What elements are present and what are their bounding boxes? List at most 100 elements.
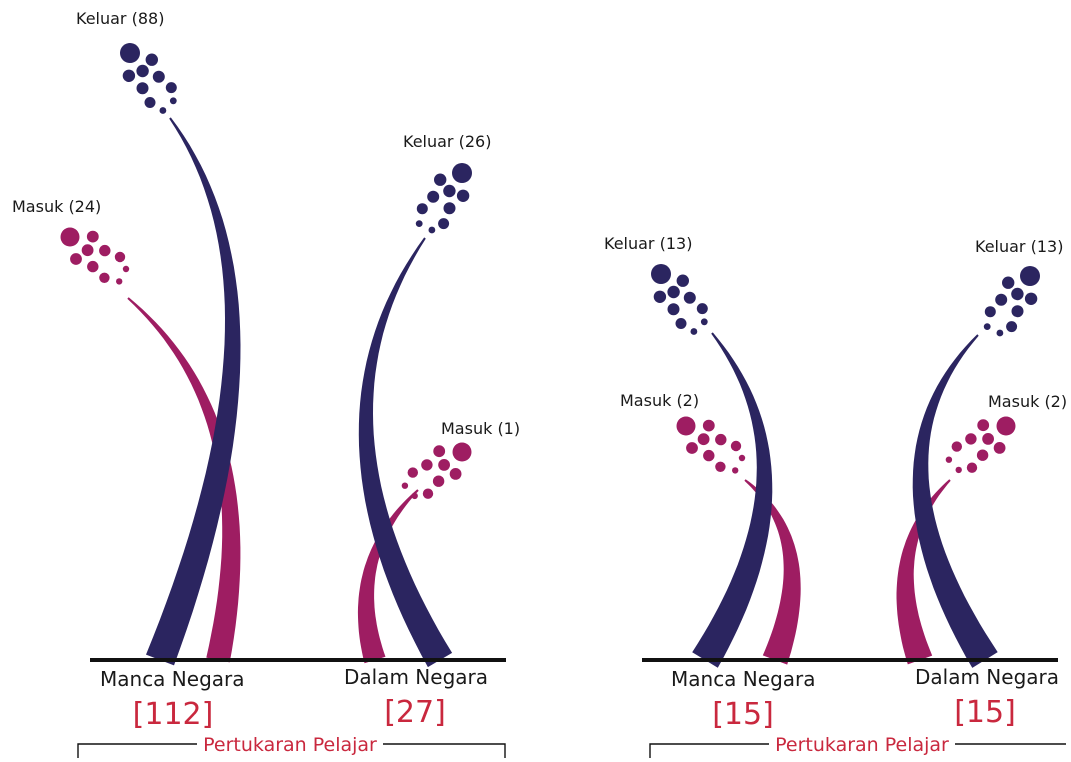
cluster-dot [1002,276,1015,289]
category-dalam-2: Dalam Negara [915,665,1059,689]
dots-keluar-manca-1 [120,43,177,114]
cluster-dot [676,274,689,287]
cluster-dot [667,303,680,316]
stem-keluar-dalam-1 [358,237,453,668]
label-masuk-dalam-1: Masuk (1) [441,419,520,438]
cluster-dot [675,318,687,329]
cluster-dot [428,226,436,234]
cluster-dot [696,303,708,315]
stems-layer [127,117,998,668]
category-manca-1: Manca Negara [100,667,245,691]
total-dalam-1: [27] [384,695,446,730]
dots-keluar-dalam-2 [983,266,1040,337]
cluster-dot [732,467,739,474]
cluster-dot [99,244,111,257]
cluster-dot [653,290,667,303]
bracket-panel-2 [649,743,1066,758]
cluster-dot [651,264,671,284]
label-keluar-dalam-2: Keluar (13) [975,237,1063,256]
cluster-dot [443,202,456,215]
cluster-dot [686,442,698,454]
cluster-dot [697,433,710,446]
cluster-dot [1011,287,1024,301]
cluster-dot [1011,305,1024,318]
stem-keluar-manca-1 [146,117,241,666]
footer-panel-2: Pertukaran Pelajar [775,734,949,756]
stem-masuk-manca-1 [127,297,241,663]
cluster-dot [676,416,696,436]
cluster-dot [416,203,428,215]
stem-keluar-dalam-2 [912,334,998,668]
cluster-dot [977,419,990,432]
category-manca-2: Manca Negara [671,667,816,691]
cluster-dot [165,82,177,94]
cluster-dot [996,329,1004,337]
cluster-dot [452,163,472,183]
cluster-dot [1006,321,1018,333]
cluster-dot [86,230,99,243]
dots-masuk-dalam-2 [945,416,1016,474]
cluster-dot [965,433,977,445]
label-keluar-manca-1: Keluar (88) [76,9,164,28]
cluster-dot [715,433,727,446]
cluster-dot [87,260,99,273]
cluster-dot [136,64,149,78]
cluster-dot [966,462,978,473]
stem-masuk-dalam-1 [357,489,419,664]
stem-keluar-manca-2 [692,332,773,668]
cluster-dot [452,442,472,462]
cluster-dot [145,53,158,66]
dots-masuk-manca-2 [676,416,746,474]
cluster-dot [144,97,156,108]
cluster-dot [456,189,470,202]
cluster-dot [700,318,708,326]
cluster-dot [443,184,456,198]
dots-layer [60,43,1040,500]
cluster-dot [434,173,447,186]
cluster-dot [945,456,953,463]
cluster-dot [70,253,82,265]
cluster-dot [169,97,177,105]
cluster-dot [407,467,418,478]
cluster-dot [715,461,726,472]
cluster-dot [427,190,440,203]
cluster-dot [122,265,130,273]
label-masuk-manca-2: Masuk (2) [620,391,699,410]
category-dalam-1: Dalam Negara [344,665,488,689]
cluster-dot [1020,266,1040,286]
cluster-dot [995,293,1008,306]
cluster-dot [411,492,418,500]
cluster-dot [122,69,136,83]
stem-masuk-manca-2 [744,479,801,665]
label-keluar-dalam-1: Keluar (26) [403,132,491,151]
cluster-dot [438,218,450,230]
dots-keluar-dalam-1 [415,163,472,234]
total-dalam-2: [15] [954,695,1016,730]
label-keluar-manca-2: Keluar (13) [604,234,692,253]
cluster-dot [401,482,409,489]
cluster-dot [99,272,110,283]
cluster-dot [159,107,167,114]
cluster-dot [81,244,94,257]
label-masuk-dalam-2: Masuk (2) [988,392,1067,411]
footer-panel-1: Pertukaran Pelajar [203,734,377,756]
cluster-dot [667,285,680,299]
dots-keluar-manca-2 [651,264,708,335]
cluster-dot [438,459,450,471]
cluster-dot [433,445,446,458]
cluster-dot [422,488,434,499]
dots-masuk-manca-1 [60,227,130,285]
cluster-dot [993,442,1006,454]
cluster-dot [951,441,962,452]
cluster-dot [702,419,715,432]
total-manca-1: [112] [133,697,214,732]
cluster-dot [690,328,698,335]
cluster-dot [136,82,149,95]
cluster-dot [983,323,991,330]
cluster-dot [955,466,962,474]
label-masuk-manca-1: Masuk (24) [12,197,101,216]
cluster-dot [120,43,140,63]
cluster-dot [982,433,994,445]
cluster-dot [432,475,445,487]
total-manca-2: [15] [712,697,774,732]
